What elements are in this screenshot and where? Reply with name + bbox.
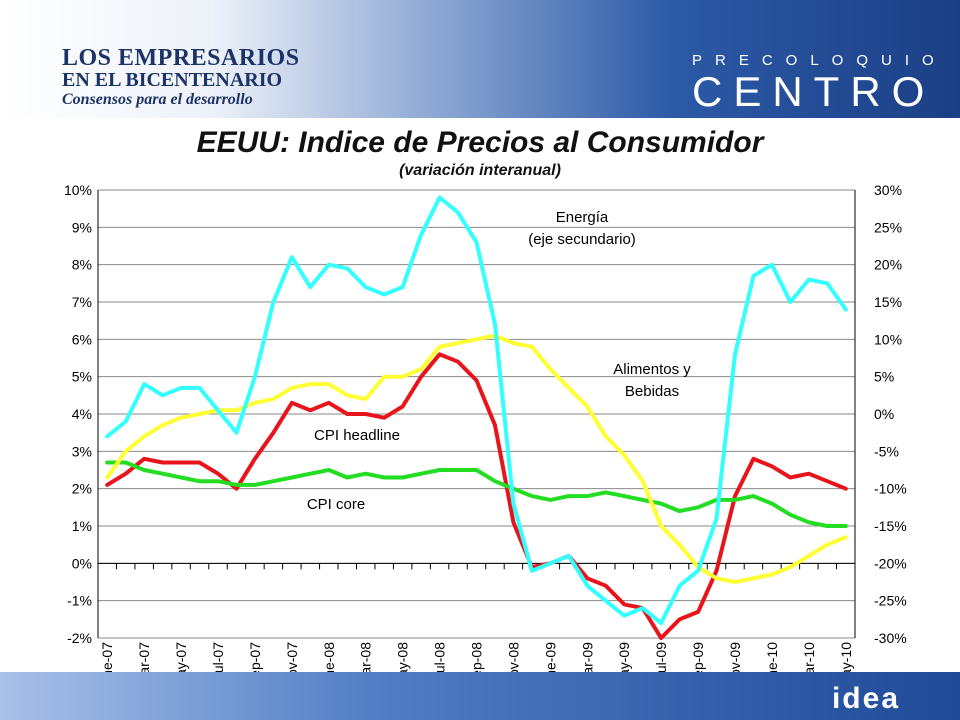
annotation-bebidas: Bebidas <box>625 383 679 400</box>
y-tick-label: -2% <box>67 630 92 646</box>
y-tick-label: 5% <box>72 369 92 385</box>
y-tick-label: 10% <box>64 182 92 198</box>
y-tick-label: 4% <box>72 406 92 422</box>
y-tick-label: 0% <box>72 555 92 571</box>
y2-tick-label: 5% <box>874 369 894 385</box>
footer-bar <box>0 672 960 720</box>
secondary-y-axis: 30% 25% 20% 15% 10% 5% 0% -5% -10% -15% -20% -25% -3… <box>854 182 907 646</box>
grid-lines <box>98 189 855 639</box>
series-line-energia <box>105 195 848 626</box>
y-tick-label: 6% <box>72 331 92 347</box>
header-banner <box>0 0 960 118</box>
brand-left-line1: LOS EMPRESARIOS <box>62 45 300 71</box>
series-line-cpi-core <box>105 460 848 528</box>
annotation-alimentos: Alimentos y <box>613 361 691 378</box>
annotation-energia: Energía <box>556 209 609 226</box>
y-tick-label: 8% <box>72 257 92 273</box>
y-tick-label: 9% <box>72 219 92 235</box>
brand-right-logo: PRECOLOQUIO CENTRO <box>692 52 947 114</box>
chart-subtitle: (variación interanual) <box>399 162 561 179</box>
annotation-energia-axis: (eje secundario) <box>528 231 636 248</box>
chart-title: EEUU: Indice de Precios al Consumidor <box>196 126 764 159</box>
y2-tick-label: -20% <box>874 555 907 571</box>
brand-right-line2: CENTRO <box>692 68 936 115</box>
y-tick-label: 2% <box>72 481 92 497</box>
brand-left-logo: LOS EMPRESARIOS EN EL BICENTENARIO Conse… <box>62 46 300 110</box>
y2-tick-label: 10% <box>874 331 902 347</box>
x-tick-label: jul-09 <box>653 642 669 677</box>
primary-y-axis: 10% 9% 8% 7% 6% 5% 4% 3% 2% 1% 0% -1% -2% <box>64 182 99 646</box>
series-line-cpi-headline <box>105 352 848 640</box>
y2-tick-label: -10% <box>874 481 907 497</box>
y2-tick-label: 20% <box>874 257 902 273</box>
x-tick-label: jul-08 <box>432 642 448 677</box>
y2-tick-label: 30% <box>874 182 902 198</box>
y-tick-label: 1% <box>72 518 92 534</box>
x-tick-label: jul-07 <box>210 642 226 677</box>
y2-tick-label: 25% <box>874 219 902 235</box>
y2-tick-label: -15% <box>874 518 907 534</box>
y2-tick-label: -30% <box>874 630 907 646</box>
brand-left-line2: EN EL BICENTENARIO <box>62 69 283 91</box>
series-lines <box>105 195 848 640</box>
annotation-cpi-core: CPI core <box>307 496 365 513</box>
brand-right-line1: PRECOLOQUIO <box>692 52 947 69</box>
y2-tick-label: 15% <box>874 294 902 310</box>
annotation-cpi-headline: CPI headline <box>314 427 400 444</box>
series-line-alimentos-y-bebidas <box>105 333 848 584</box>
y-tick-label: -1% <box>67 593 92 609</box>
y-tick-label: 3% <box>72 443 92 459</box>
annotations: Energía (eje secundario) Alimentos y Beb… <box>307 209 691 513</box>
y2-tick-label: 0% <box>874 406 894 422</box>
footer-logo: idea <box>831 682 900 715</box>
y2-tick-label: -25% <box>874 593 907 609</box>
y2-tick-label: -5% <box>874 443 899 459</box>
y-tick-label: 7% <box>72 294 92 310</box>
brand-left-line3: Consensos para el desarrollo <box>62 91 253 108</box>
